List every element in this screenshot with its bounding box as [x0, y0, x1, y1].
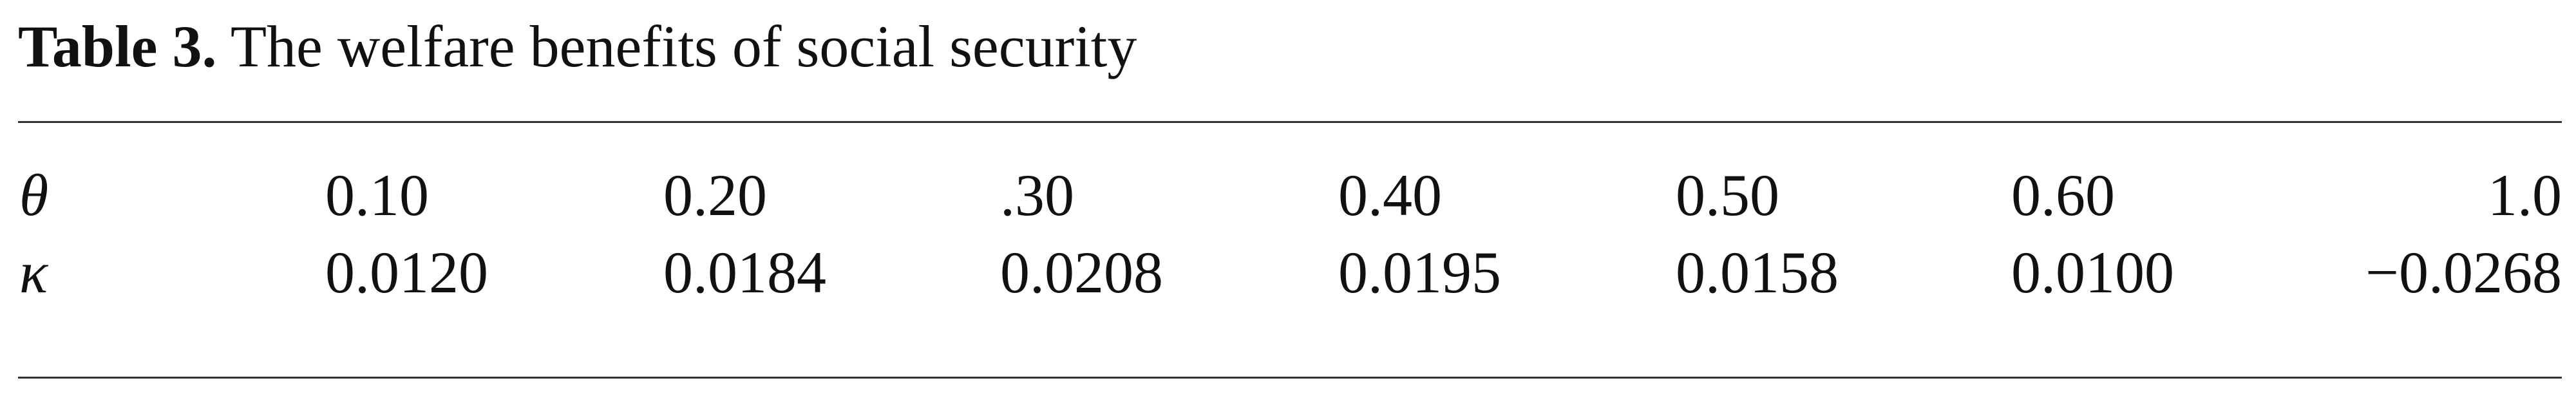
kappa-value-1: 0.0120: [325, 240, 488, 305]
row-symbol-theta: θ: [19, 162, 49, 228]
theta-value-3: .30: [1000, 162, 1074, 228]
theta-value-1: 0.10: [325, 162, 429, 228]
kappa-value-3: 0.0208: [1000, 240, 1163, 305]
theta-value-4: 0.40: [1338, 162, 1442, 228]
table-label: Table 3.: [18, 14, 217, 79]
bottom-rule: [18, 377, 2562, 379]
theta-value-7: 1.0: [2488, 162, 2562, 228]
table-title: The welfare benefits of social security: [230, 14, 1137, 79]
table-caption: Table 3. The welfare benefits of social …: [18, 8, 1137, 85]
theta-value-6: 0.60: [2011, 162, 2115, 228]
theta-value-5: 0.50: [1676, 162, 1779, 228]
top-rule: [18, 121, 2562, 123]
kappa-value-4: 0.0195: [1338, 240, 1501, 305]
row-symbol-kappa: κ: [19, 240, 48, 305]
kappa-value-6: 0.0100: [2011, 240, 2174, 305]
kappa-value-2: 0.0184: [663, 240, 826, 305]
kappa-value-7: −0.0268: [2365, 240, 2562, 305]
theta-value-2: 0.20: [663, 162, 767, 228]
table-row-kappa: κ 0.0120 0.0184 0.0208 0.0195 0.0158 0.0…: [0, 237, 2576, 308]
table-row-theta: θ 0.10 0.20 .30 0.40 0.50 0.60 1.0: [0, 160, 2576, 231]
kappa-value-5: 0.0158: [1676, 240, 1839, 305]
